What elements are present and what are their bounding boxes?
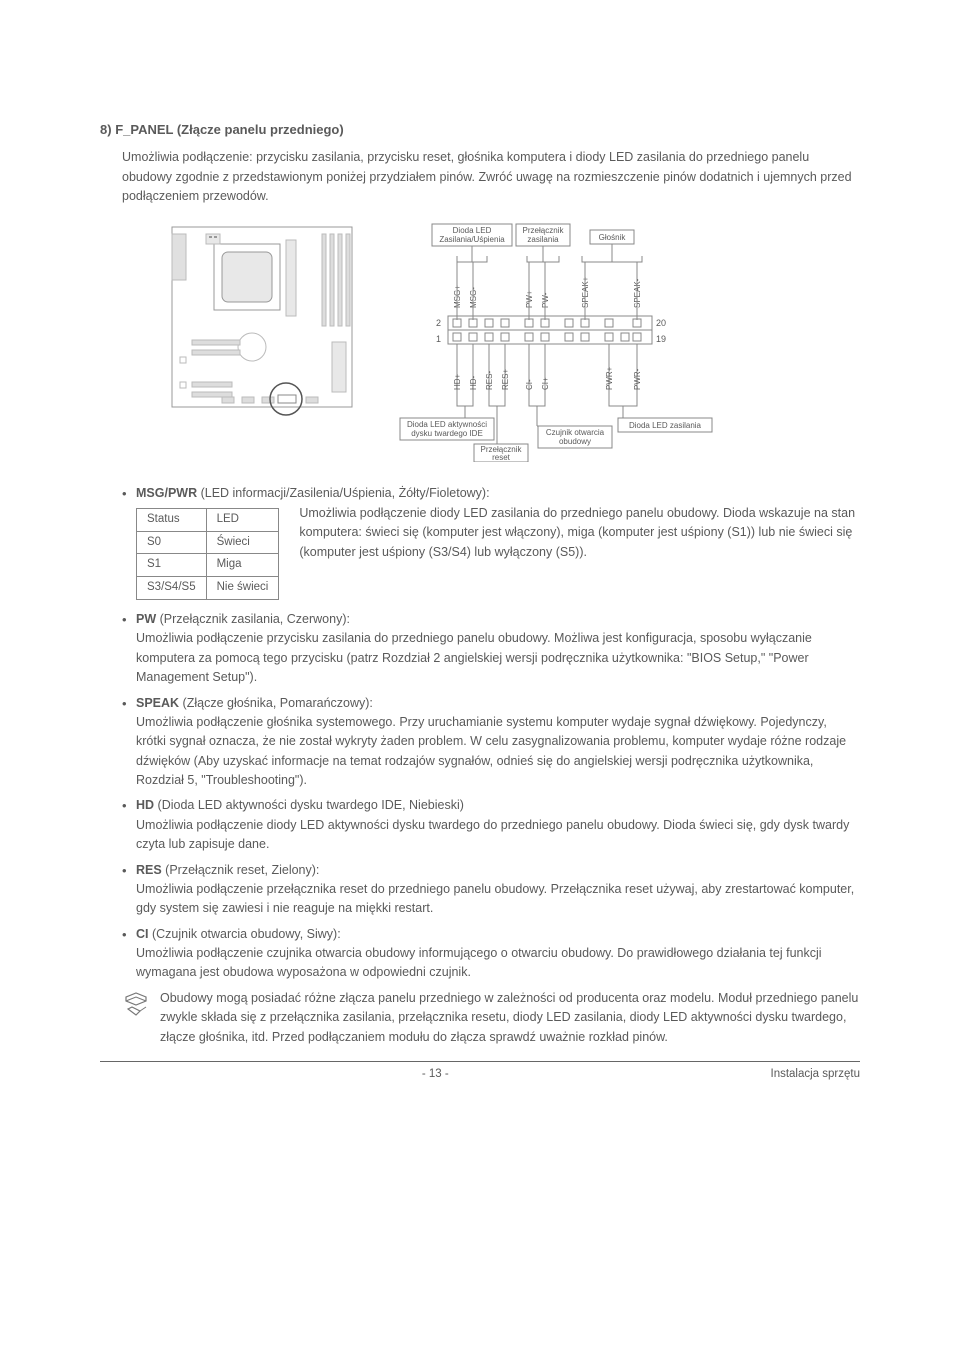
svg-text:HD-: HD- [469, 376, 478, 391]
svg-text:Dioda LED zasilania: Dioda LED zasilania [629, 421, 702, 430]
item-msg-header: MSG/PWR [136, 486, 197, 500]
cell: Status [137, 508, 207, 531]
section-heading: 8) F_PANEL (Złącze panelu przedniego) [100, 120, 860, 140]
section-intro: Umożliwia podłączenie: przycisku zasilan… [122, 148, 860, 206]
item-speak-body: Umożliwia podłączenie głośnika systemowe… [136, 713, 860, 791]
note-text: Obudowy mogą posiadać różne złącza panel… [160, 989, 860, 1047]
cell: Miga [206, 554, 279, 577]
pin-diagram: Dioda LED Zasilania/Uśpienia Przełącznik… [392, 222, 752, 466]
item-hd: HD (Dioda LED aktywności dysku twardego … [122, 796, 860, 854]
item-res-body: Umożliwia podłączenie przełącznika reset… [136, 880, 860, 919]
status-table: StatusLED S0Świeci S1Miga S3/S4/S5Nie św… [136, 508, 279, 600]
page-number: - 13 - [422, 1066, 449, 1084]
item-pw-header: PW [136, 612, 156, 626]
diagram-row: Dioda LED Zasilania/Uśpienia Przełącznik… [162, 222, 860, 466]
item-res-desc: (Przełącznik reset, Zielony): [162, 863, 320, 877]
item-speak: SPEAK (Złącze głośnika, Pomarańczowy): U… [122, 694, 860, 791]
item-ci-desc: (Czujnik otwarcia obudowy, Siwy): [149, 927, 341, 941]
item-hd-desc: (Dioda LED aktywności dysku twardego IDE… [154, 798, 464, 812]
footer-section: Instalacja sprzętu [771, 1066, 861, 1084]
cell: LED [206, 508, 279, 531]
item-msg: MSG/PWR (LED informacji/Zasilenia/Uśpien… [122, 484, 860, 604]
item-pw: PW (Przełącznik zasilania, Czerwony): Um… [122, 610, 860, 688]
svg-text:19: 19 [656, 334, 666, 344]
svg-text:Czujnik otwarcia: Czujnik otwarcia [546, 428, 605, 437]
svg-text:Zasilania/Uśpienia: Zasilania/Uśpienia [439, 235, 505, 244]
table-row: S0Świeci [137, 531, 279, 554]
item-ci-header: CI [136, 927, 149, 941]
item-res: RES (Przełącznik reset, Zielony): Umożli… [122, 861, 860, 919]
item-ci-body: Umożliwia podłączenie czujnika otwarcia … [136, 944, 860, 983]
section-number: 8) [100, 122, 112, 137]
svg-text:reset: reset [492, 453, 511, 462]
svg-text:PWR-: PWR- [633, 369, 642, 391]
item-pw-body: Umożliwia podłączenie przycisku zasilani… [136, 629, 860, 687]
svg-text:1: 1 [436, 334, 441, 344]
svg-text:Dioda LED aktywności: Dioda LED aktywności [407, 420, 487, 429]
note-block: Obudowy mogą posiadać różne złącza panel… [122, 989, 860, 1047]
item-hd-body: Umożliwia podłączenie diody LED aktywnoś… [136, 816, 860, 855]
item-hd-header: HD [136, 798, 154, 812]
item-speak-header: SPEAK [136, 696, 179, 710]
svg-text:obudowy: obudowy [559, 437, 591, 446]
svg-text:CI+: CI+ [541, 377, 550, 390]
svg-text:2: 2 [436, 318, 441, 328]
svg-text:Głośnik: Głośnik [599, 233, 627, 242]
note-icon [122, 989, 152, 1025]
item-msg-body: Umożliwia podłączenie diody LED zasilani… [299, 504, 860, 562]
item-pw-desc: (Przełącznik zasilania, Czerwony): [156, 612, 350, 626]
cell: S0 [137, 531, 207, 554]
svg-text:dysku twardego IDE: dysku twardego IDE [411, 429, 483, 438]
item-ci: CI (Czujnik otwarcia obudowy, Siwy): Umo… [122, 925, 860, 983]
item-list: MSG/PWR (LED informacji/Zasilenia/Uśpien… [122, 484, 860, 982]
item-speak-desc: (Złącze głośnika, Pomarańczowy): [179, 696, 373, 710]
svg-text:PWR+: PWR+ [605, 367, 614, 391]
svg-text:Dioda LED: Dioda LED [453, 226, 492, 235]
svg-text:Przełącznik: Przełącznik [523, 226, 565, 235]
cell: Świeci [206, 531, 279, 554]
cell: S1 [137, 554, 207, 577]
svg-text:HD+: HD+ [453, 374, 462, 391]
item-msg-desc: (LED informacji/Zasilenia/Uśpienia, Żółt… [197, 486, 489, 500]
svg-text:RES-: RES- [485, 371, 494, 390]
svg-text:RES+: RES+ [501, 369, 510, 390]
svg-text:CI-: CI- [525, 379, 534, 390]
svg-text:20: 20 [656, 318, 666, 328]
item-res-header: RES [136, 863, 162, 877]
table-row: S1Miga [137, 554, 279, 577]
page-footer: - 13 - Instalacja sprzętu [100, 1061, 860, 1084]
motherboard-diagram [162, 222, 362, 422]
svg-text:zasilania: zasilania [527, 235, 559, 244]
cell: Nie świeci [206, 577, 279, 600]
cell: S3/S4/S5 [137, 577, 207, 600]
table-row: S3/S4/S5Nie świeci [137, 577, 279, 600]
section-title-text: F_PANEL (Złącze panelu przedniego) [115, 122, 344, 137]
table-row: StatusLED [137, 508, 279, 531]
